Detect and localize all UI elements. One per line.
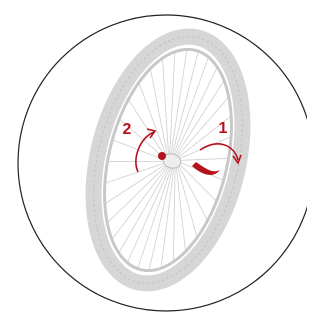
illustration: 1 2 xyxy=(0,0,307,312)
quick-release-lever xyxy=(192,162,220,175)
wheel xyxy=(70,21,267,299)
spoke xyxy=(138,164,172,270)
spoke xyxy=(147,166,175,270)
step-label: 1 xyxy=(219,120,228,137)
spoke xyxy=(174,63,217,161)
page: 1 2 (() => { const data = JSON.parse(doc… xyxy=(0,0,307,312)
spoke xyxy=(128,161,171,266)
nut xyxy=(158,152,166,160)
spoke xyxy=(150,53,194,156)
spoke xyxy=(172,52,198,156)
step-label: 2 xyxy=(123,121,132,138)
